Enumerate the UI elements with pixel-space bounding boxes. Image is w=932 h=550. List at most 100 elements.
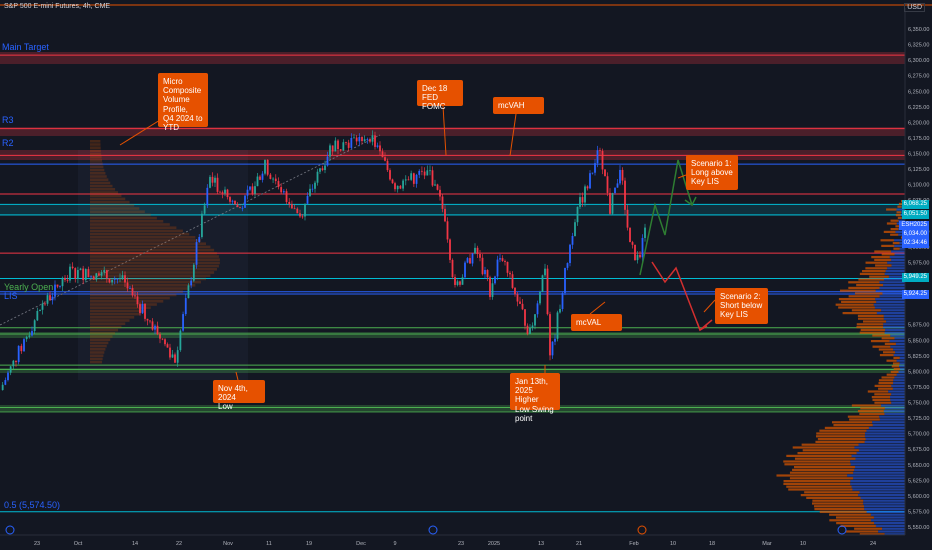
vp-blue-64 — [893, 379, 905, 381]
vp-blue-115 — [874, 522, 905, 524]
candle-body-74 — [193, 265, 195, 281]
candle-body-188 — [487, 270, 489, 277]
candle-body-67 — [174, 354, 176, 362]
vp-orange-22 — [866, 262, 888, 264]
y-tick-label-26: 5,600.00 — [908, 494, 929, 500]
y-tick-label-5: 6,225.00 — [908, 105, 929, 111]
candle-body-209 — [539, 292, 541, 303]
candle-body-149 — [387, 161, 389, 170]
vp-blue-48 — [890, 334, 905, 336]
vp-blue-71 — [890, 399, 905, 401]
candle-body-43 — [114, 279, 116, 280]
vp-orange-99 — [790, 477, 853, 479]
vp-blue-109 — [864, 505, 905, 507]
candle-body-87 — [227, 190, 229, 197]
micro-vp-26 — [90, 223, 170, 226]
vp-orange-64 — [879, 379, 893, 381]
candle-body-163 — [424, 172, 426, 176]
candle-body-34 — [90, 276, 92, 277]
candle-body-35 — [93, 276, 95, 279]
candle-body-80 — [209, 177, 211, 188]
vp-blue-36 — [876, 301, 905, 303]
candle-body-32 — [85, 269, 87, 280]
candle-body-57 — [149, 320, 151, 321]
candle-body-169 — [439, 190, 441, 197]
candle-body-45 — [119, 278, 121, 279]
micro-vp-31 — [90, 239, 201, 242]
candle-body-222 — [572, 236, 574, 245]
candle-body-118 — [307, 196, 309, 204]
micro-vp-14 — [90, 185, 112, 188]
micro-vp-20 — [90, 204, 134, 207]
candle-body-152 — [394, 183, 396, 189]
micro-vp-51 — [90, 303, 157, 306]
micro-vp-23 — [90, 214, 151, 217]
candle-body-179 — [464, 263, 466, 278]
micro-vp-54 — [90, 313, 139, 316]
candle-body-95 — [247, 190, 249, 196]
vp-orange-81 — [825, 427, 869, 429]
vp-orange-94 — [784, 463, 850, 465]
y-tick-label-24: 5,650.00 — [908, 463, 929, 469]
vp-blue-46 — [885, 329, 905, 331]
x-tick-label-9: 23 — [458, 541, 464, 547]
candle-body-128 — [332, 145, 334, 151]
vp-blue-81 — [869, 427, 905, 429]
candle-body-187 — [484, 270, 486, 274]
vp-orange-65 — [878, 382, 893, 384]
vp-orange-15 — [893, 242, 900, 244]
micro-vp-18 — [90, 198, 125, 201]
vp-orange-118 — [845, 530, 878, 532]
vp-orange-36 — [841, 301, 876, 303]
micro-vp-13 — [90, 182, 110, 185]
candle-body-227 — [584, 186, 586, 202]
candle-body-136 — [353, 138, 355, 139]
event-marker-2 — [638, 526, 646, 534]
candle-body-141 — [366, 139, 368, 140]
vp-orange-72 — [874, 402, 891, 404]
vp-blue-62 — [897, 374, 905, 376]
vp-blue-114 — [871, 519, 905, 521]
candle-body-1 — [4, 380, 6, 385]
candle-body-98 — [254, 186, 256, 194]
candle-body-84 — [219, 192, 221, 193]
candle-body-191 — [494, 276, 496, 283]
candle-body-228 — [587, 186, 589, 188]
currency-badge[interactable]: USD — [904, 3, 925, 12]
micro-vp-34 — [90, 249, 214, 252]
vp-blue-23 — [892, 264, 905, 266]
candle-body-83 — [217, 178, 219, 192]
candle-body-23 — [62, 278, 64, 286]
micro-vp-28 — [90, 230, 183, 233]
event-marker-3 — [838, 526, 846, 534]
candle-body-146 — [379, 145, 381, 151]
candle-body-101 — [262, 174, 264, 180]
candle-body-111 — [288, 202, 290, 204]
micro-vp-11 — [90, 175, 107, 178]
candle-body-210 — [542, 275, 544, 292]
scenario1-path — [640, 160, 692, 275]
candle-body-133 — [345, 142, 347, 143]
vp-blue-45 — [883, 326, 905, 328]
micro-vp-21 — [90, 207, 139, 210]
candle-body-153 — [397, 186, 399, 189]
candle-body-174 — [452, 260, 454, 277]
micro-vp-53 — [90, 310, 145, 313]
candle-body-180 — [467, 258, 469, 262]
vp-orange-51 — [885, 343, 896, 345]
candle-body-217 — [559, 309, 561, 312]
scen1-pointer — [678, 175, 686, 178]
candle-body-189 — [489, 277, 491, 297]
micro-vp-25 — [90, 220, 163, 223]
candle-body-165 — [429, 170, 431, 171]
y-tick-label-4: 6,250.00 — [908, 89, 929, 95]
x-tick-label-16: Mar — [762, 541, 772, 547]
candle-body-154 — [399, 186, 401, 189]
micro-vp-33 — [90, 246, 210, 249]
candle-body-16 — [44, 304, 46, 305]
vp-blue-68 — [888, 390, 905, 392]
vp-blue-18 — [891, 250, 905, 252]
candle-body-117 — [304, 204, 306, 217]
